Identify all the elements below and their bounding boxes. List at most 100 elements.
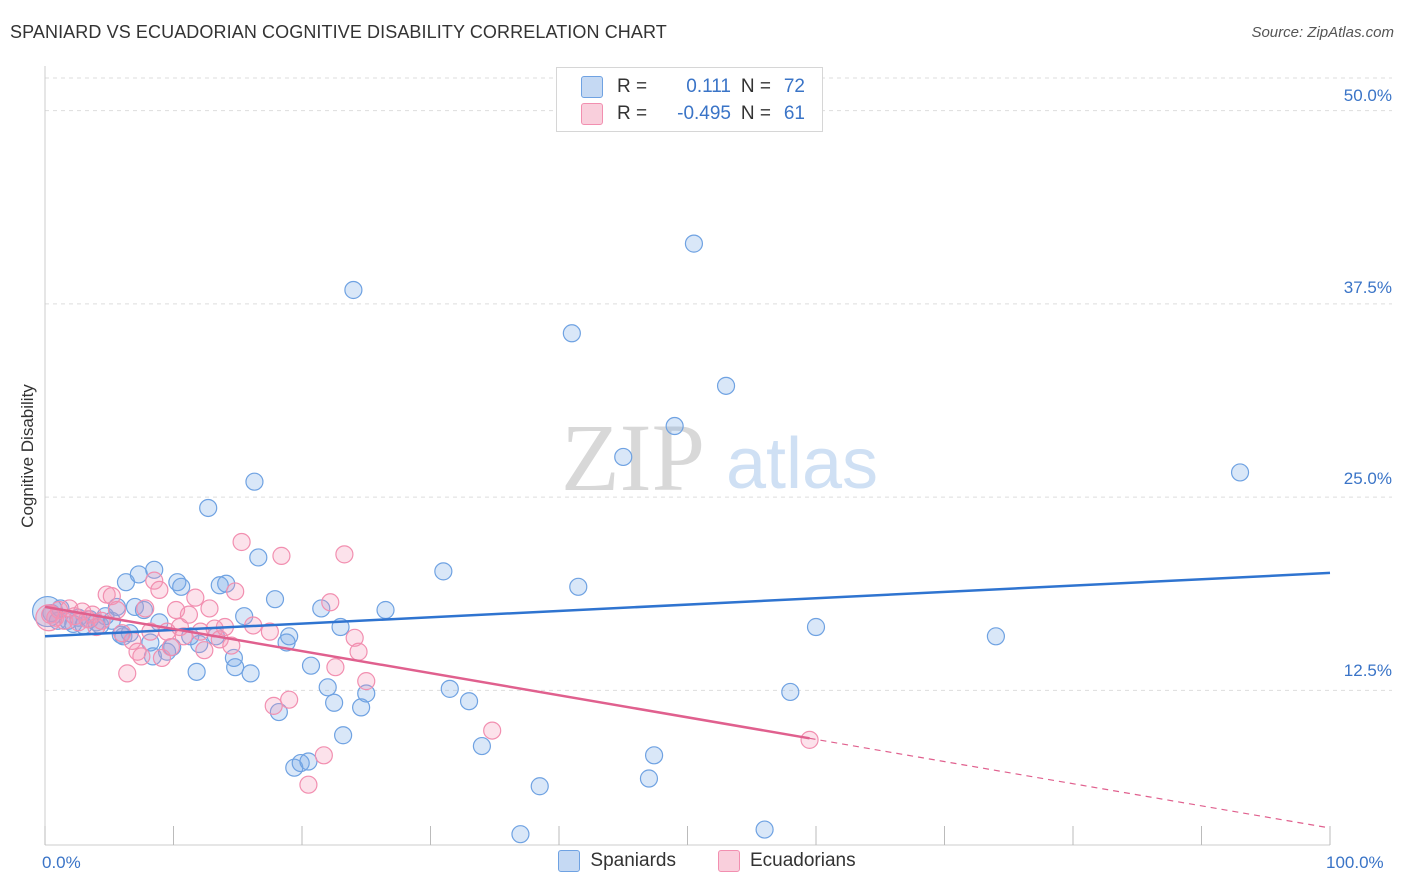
legend-swatch	[581, 103, 603, 125]
spaniard-point	[172, 577, 191, 596]
ecuadorian-point	[349, 642, 368, 661]
ecuadorian-point	[260, 622, 279, 641]
spaniard-point	[716, 376, 736, 395]
spaniard-point	[301, 656, 321, 675]
spaniard-point	[187, 662, 206, 681]
ecuadorian-point	[136, 599, 155, 618]
ecuadorian-point	[272, 546, 291, 565]
legend-label: Ecuadorians	[749, 850, 856, 871]
watermark-zip: ZIP	[561, 404, 705, 511]
source-label: Source: ZipAtlas.com	[1251, 24, 1394, 41]
ecuadorian-point	[150, 580, 169, 600]
y-axis-label: Cognitive Disability	[18, 384, 37, 528]
spaniard-point	[226, 658, 245, 677]
ecuadorian-point	[335, 545, 354, 564]
trend-lines	[44, 571, 1331, 829]
spaniard-point	[781, 682, 800, 702]
spaniard-point	[665, 416, 684, 436]
spaniard-point	[434, 562, 453, 581]
ecuadorian-point	[326, 658, 345, 677]
spaniard-point	[141, 633, 160, 652]
spaniard-point	[241, 664, 260, 683]
spaniard-point	[199, 498, 218, 518]
ecuadorian-point	[232, 532, 251, 552]
ecuadorian-point	[280, 690, 299, 709]
spaniard-point	[562, 324, 581, 343]
spaniard-point	[684, 234, 704, 253]
spaniard-point	[440, 679, 459, 698]
spaniard-point	[280, 627, 299, 646]
legend-row-spaniards: R = 0.111 N = 72	[581, 72, 805, 102]
y-tick-label: 12.5%	[1343, 661, 1392, 680]
ecuadorian-point	[145, 571, 164, 590]
spaniard-point	[569, 577, 588, 596]
spaniard-point	[265, 590, 285, 609]
spaniard-point	[325, 693, 344, 712]
watermark-atlas: atlas	[726, 424, 878, 504]
ecuadorian-point	[314, 746, 333, 765]
n-label: N =	[740, 76, 771, 97]
spaniard-point	[352, 698, 371, 717]
ecuadorian-point	[299, 775, 318, 794]
spaniard-point	[472, 736, 491, 756]
spaniard-point	[249, 548, 268, 567]
series-legend: Spaniards Ecuadorians	[0, 850, 1406, 872]
spaniard-point	[299, 752, 318, 771]
spaniard-point	[1230, 463, 1250, 482]
spaniard-point	[614, 447, 633, 467]
r-value: 0.111	[686, 76, 731, 97]
y-tick-label: 50.0%	[1343, 86, 1392, 105]
y-tick-label: 37.5%	[1343, 278, 1392, 297]
spaniards-trend-line	[44, 571, 1331, 638]
ecuadorian-point	[200, 599, 219, 618]
ecuadorian-point	[35, 604, 63, 632]
spaniard-point	[511, 825, 530, 844]
spaniard-point	[318, 678, 337, 697]
x-tick-label: 100.0%	[1326, 853, 1384, 872]
ecuadorian-point	[161, 638, 181, 657]
legend-swatch	[558, 850, 581, 872]
ecuadorians-trend-extension	[809, 737, 1331, 829]
ecuadorian-point	[179, 605, 199, 624]
spaniard-point	[344, 280, 363, 300]
y-tick-label: 25.0%	[1343, 469, 1392, 488]
ecuadorian-point	[345, 628, 364, 647]
spaniard-point	[334, 726, 353, 745]
n-value: 61	[783, 103, 805, 124]
n-value: 72	[783, 76, 805, 97]
spaniard-point	[145, 560, 164, 579]
spaniard-point	[312, 599, 331, 618]
r-value: -0.495	[677, 103, 731, 124]
ecuadorian-point	[222, 636, 241, 655]
legend-row-ecuadorians: R = -0.495 N = 61	[581, 99, 805, 129]
spaniard-point	[639, 769, 659, 788]
ecuadorian-point	[264, 696, 283, 715]
ecuadorian-point	[107, 600, 127, 620]
ecuadorian-point	[483, 721, 502, 740]
ecuadorians-trend-line	[44, 605, 810, 740]
legend-item-ecuadorians: Ecuadorians	[717, 850, 856, 872]
axes	[44, 66, 1331, 846]
ecuadorians-points	[35, 532, 819, 794]
spaniard-point	[357, 684, 376, 703]
x-tick-label: 0.0%	[42, 853, 81, 872]
n-label: N =	[740, 103, 771, 124]
spaniard-point	[459, 692, 479, 711]
legend-label: Spaniards	[590, 850, 676, 871]
ecuadorian-point	[800, 730, 819, 749]
spaniard-point	[245, 472, 264, 491]
spaniard-point	[129, 565, 148, 584]
spaniard-point	[31, 595, 64, 628]
r-label: R =	[617, 103, 648, 124]
ecuadorian-point	[102, 586, 121, 606]
ecuadorian-point	[186, 588, 205, 607]
spaniard-point	[755, 820, 774, 839]
legend: R = 0.111 N = 72 R = -0.495 N = 61	[556, 67, 823, 132]
ecuadorian-point	[195, 641, 214, 660]
spaniard-point	[986, 627, 1006, 646]
spaniard-point	[530, 777, 549, 796]
spaniard-point	[210, 576, 229, 595]
spaniards-points	[31, 234, 1250, 844]
spaniard-point	[291, 753, 310, 773]
legend-swatch	[717, 850, 740, 872]
